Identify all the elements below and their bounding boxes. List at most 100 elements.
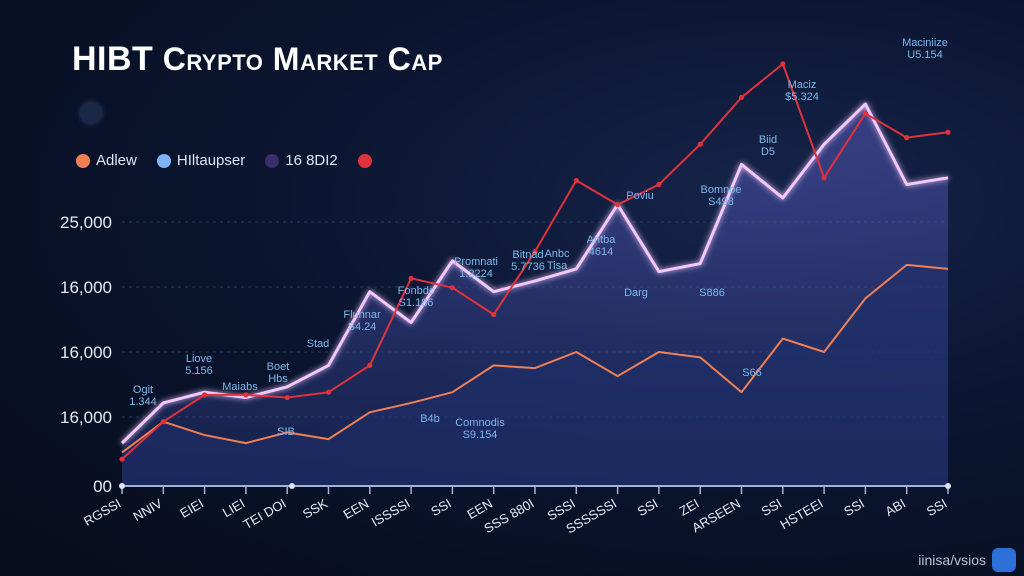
legend-dot-2 [265, 153, 280, 168]
x-axis-dot-0 [119, 483, 125, 489]
annotation-label-4: SIB [277, 426, 295, 438]
annotation-value-9: 5.7736 [511, 261, 545, 273]
annotation-label-10: Anbc [544, 248, 570, 260]
legend-dot-3 [357, 153, 372, 168]
line-layer [119, 61, 951, 462]
annotation-label-14: Biid [759, 134, 777, 146]
series-2-point-11 [573, 177, 579, 184]
annotation-value-16: U5.154 [907, 49, 942, 61]
annotation-value-11: 4614 [589, 246, 613, 258]
series-2-point-16 [780, 61, 786, 67]
series-2-point-9 [491, 311, 497, 318]
x-tick-label-6: EEN [341, 496, 372, 522]
annotation-value-10: Tisa [547, 260, 568, 272]
legend-item-0[interactable]: Adlew [76, 152, 137, 169]
annotation-value-14: D5 [761, 146, 775, 158]
x-tick-label-16: SSI [759, 496, 785, 519]
series-2-point-12 [615, 202, 621, 208]
y-tick-label-0: 00 [93, 477, 112, 496]
legend-label-0: Adlew [96, 152, 137, 169]
legend-item-1[interactable]: HIltaupser [156, 152, 246, 169]
legend-label-2: 16 8DI2 [285, 152, 338, 169]
x-tick-label-1: NNIV [130, 495, 165, 524]
annotation-value-8: 1.2224 [459, 268, 493, 280]
series-2-point-3 [243, 392, 249, 398]
series-2-point-8 [449, 285, 455, 291]
x-tick-label-20: SSI [924, 496, 950, 519]
legend-label-1: HIltaupser [176, 152, 246, 169]
series-2-point-13 [656, 181, 662, 188]
x-tick-label-5: SSK [300, 495, 330, 521]
legend-dot-1 [156, 153, 171, 168]
series-2-point-15 [738, 94, 745, 100]
area-fill-lower [122, 264, 948, 486]
series-2-point-5 [325, 389, 332, 395]
annotation-label-13: Bomnoe [701, 184, 742, 196]
chart-title-brand: HIBT [72, 40, 154, 78]
annotation-value-6: S4.24 [348, 321, 377, 333]
legend-dot-0 [76, 153, 90, 168]
legend: Adlew HIltaupser 16 8DI2 [76, 152, 388, 169]
x-tick-label-17: HSTEEI [777, 496, 825, 532]
series-2-point-20 [945, 129, 951, 135]
series-2-point-1 [160, 419, 166, 425]
x-tick-label-7: ISSSSI [369, 496, 413, 530]
annotation-value-13: S498 [708, 196, 734, 208]
legend-item-2[interactable]: 16 8DI2 [265, 152, 338, 169]
x-tick-label-8: SSI [428, 496, 454, 519]
annotation-value-17: S9.154 [463, 429, 498, 441]
annotation-label-17: Comnodis [455, 417, 505, 429]
annotation-label-11: Antba [587, 234, 617, 246]
series-2-point-14 [697, 141, 703, 147]
x-axis [119, 483, 951, 494]
annotation-value-1: 5.156 [185, 365, 213, 377]
annotation-label-21: S66 [742, 367, 762, 379]
annotation-label-1: Liove [186, 353, 212, 365]
watermark-logo-icon [992, 548, 1016, 572]
series-2-point-17 [821, 175, 827, 181]
area-layer [122, 104, 948, 486]
annotation-label-12: Poviu [626, 190, 654, 202]
annotation-value-0: 1.344 [129, 396, 157, 408]
annotation-value-3: Hbs [268, 373, 288, 385]
x-tick-label-18: SSI [841, 496, 867, 519]
series-line-1 [120, 102, 949, 445]
annotation-label-18: Darg [624, 287, 648, 299]
y-tick-label-2: 16,000 [60, 343, 112, 362]
x-tick-label-0: RGSSI [81, 496, 124, 529]
series-2-point-7 [408, 275, 414, 281]
annotation-label-7: Fonbdc [398, 285, 435, 297]
annotation-label-20: B4b [420, 413, 440, 425]
logo-blob-icon [80, 102, 102, 124]
x-tick-label-13: SSI [635, 496, 661, 519]
x-axis-dot-1 [289, 483, 295, 489]
series-2-point-10 [532, 248, 538, 255]
x-tick-label-19: ABI [883, 496, 909, 519]
annotation-label-6: Flunnar [343, 309, 381, 321]
x-tick-label-14: ZEI [677, 496, 702, 519]
annotation-value-15: $5.324 [785, 91, 819, 103]
series-2-point-2 [202, 392, 208, 398]
chart-title: HIBT Crypto Market Cap [72, 40, 443, 79]
series-2-point-0 [119, 456, 125, 462]
legend-item-3[interactable] [357, 153, 378, 168]
annotation-value-7: S1.186 [399, 297, 434, 309]
annotation-label-3: Boet [267, 361, 290, 373]
series-2-point-19 [904, 135, 910, 141]
series-2-point-6 [367, 362, 373, 368]
y-tick-label-3: 16,000 [60, 278, 112, 297]
annotation-label-9: Bitnad [512, 249, 543, 261]
x-axis-dot-2 [945, 483, 951, 489]
series-2-point-4 [284, 394, 290, 401]
annotation-label-8: Promnati [454, 256, 498, 268]
y-tick-label-1: 16,000 [60, 408, 112, 427]
watermark-text: iinisa/vsios [918, 552, 986, 568]
y-axis-labels: 00 16,000 16,000 16,000 25,000 [60, 213, 112, 496]
series-line-0 [121, 263, 949, 454]
annotation-label-16: Maciniize [902, 37, 948, 49]
x-tick-label-4: TEI DOI [241, 496, 289, 532]
x-tick-label-2: EIEI [177, 496, 206, 521]
